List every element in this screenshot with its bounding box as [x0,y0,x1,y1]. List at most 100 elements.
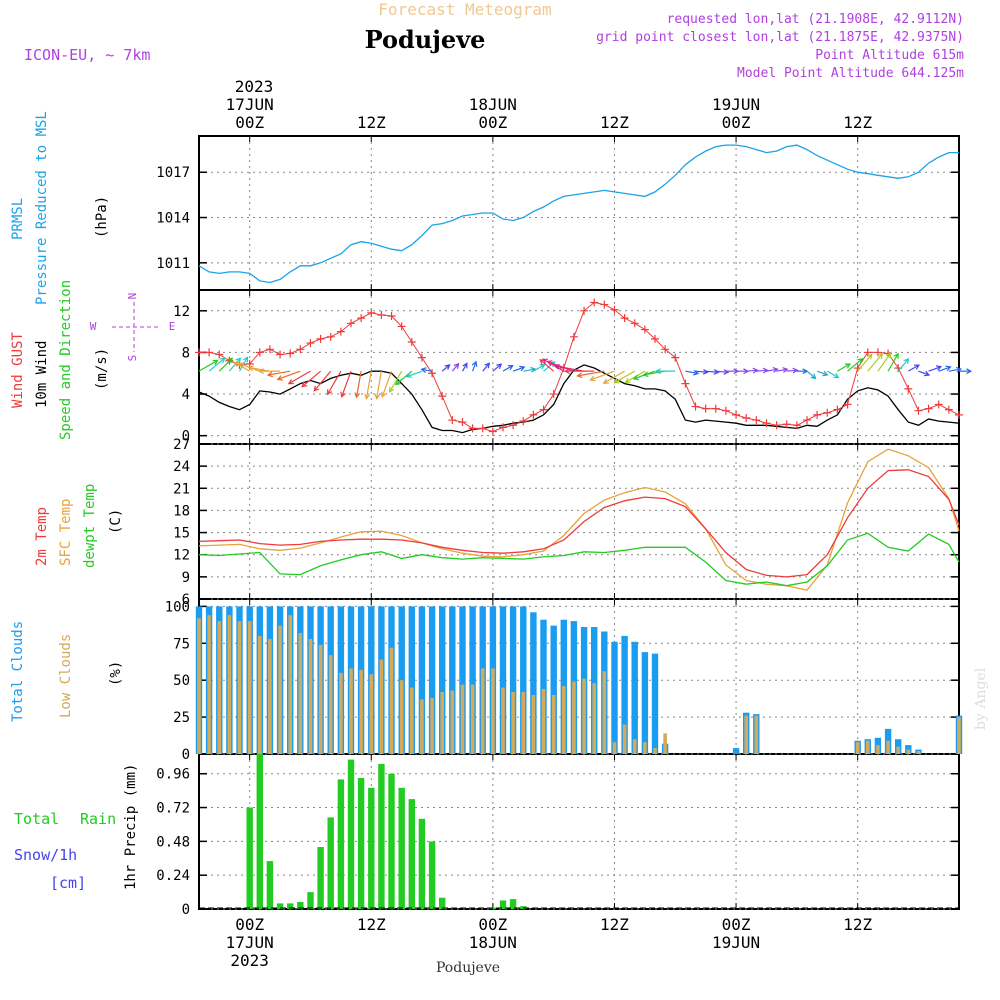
gust-marker [661,345,670,354]
wind-arrow-head [287,379,294,385]
chart-dynamic-layer: 17JUN00Z00Z17JUN202312Z12Z18JUN00Z00Z18J… [156,95,973,970]
wind-speed-dir-label: Speed and Direction [58,280,74,440]
wind-arrow-head [602,378,609,384]
low-cloud-bar [268,638,272,754]
gust-marker [833,405,842,414]
low-cloud-bar [440,692,444,754]
gust-marker [671,353,680,362]
wind-arrow-head [762,367,769,374]
ytick-label: 100 [165,599,190,615]
gust-marker [590,298,599,307]
pressure-line [198,144,959,284]
wind-arrow-head [313,385,320,392]
wind-arrow-head [752,367,759,374]
low-cloud-bar [389,647,394,754]
wind-arrow [847,358,863,372]
total-cloud-bar [621,635,628,754]
gust-marker [296,345,305,354]
ytick-label: 1011 [156,256,190,272]
compass-n: N [126,293,139,300]
wind-arrow-head [935,365,943,371]
wind-arrow-head [822,370,829,377]
wind-arrow-head [553,363,560,370]
wind-arrow-head [945,365,952,371]
rain-bar [287,903,294,909]
low-cloud-bar [369,674,374,754]
wind-arrow-head [340,391,346,398]
wind-arrow [877,352,892,372]
gust-marker [691,402,700,411]
gust-marker [448,416,457,425]
wind-arrow-head [238,362,245,368]
low-cloud-bar [501,687,505,754]
compass-rose: W E N S [90,293,176,362]
ytick-label: 4 [182,387,190,403]
pressure-msl-label: Pressure Reduced to MSL [34,111,50,305]
gust-marker [357,314,366,323]
low-cloud-bar [866,740,870,754]
low-cloud-bar [653,748,657,754]
requested-coords: requested lon,lat (21.1908E, 42.9112N) [667,12,964,27]
ytick-label: 21 [173,481,190,497]
rain-bar [368,787,375,909]
wind-arrow-head [471,360,478,367]
bottom-time-label: 00Z [478,915,507,934]
wind-arrow [826,370,839,379]
wind-arrow [857,354,873,372]
rain-bar [297,902,304,909]
gust-marker [316,334,325,343]
wind-arrow [816,370,828,376]
compass-s: S [126,355,139,362]
wind-arrow-head [247,365,254,372]
wind-arrow [746,369,758,372]
top-time-label: 12Z [843,113,872,132]
wind-arrow-head [772,367,779,373]
ytick-label: 6 [182,592,190,608]
wind-arrow-head [258,368,264,375]
wind-arrow [288,370,311,385]
gust-marker [387,312,396,321]
precip-total-label: Total [14,810,59,828]
gust-marker [336,327,345,336]
wind-arrow [198,359,218,372]
gust-marker [600,300,609,309]
wind-arrow-head [420,367,427,373]
wind-arrow-head [782,367,789,373]
temperature-side-labels: 2m Temp SFC Temp dewpt Temp (C) [34,484,124,568]
total-cloud-bar [905,745,912,754]
total-cloud-bar [408,606,415,754]
gust-marker [286,349,295,358]
wind-arrow [313,370,332,392]
low-cloud-bar [288,615,292,754]
gust-marker [701,404,710,413]
gust-marker [681,379,690,388]
low-cloud-bar [207,615,211,754]
wind-arrow-head [541,358,549,364]
low-cloud-bar [602,671,607,754]
low-cloud-bar [572,681,576,754]
wind-arrow-head [354,392,361,399]
total-cloud-bar [631,641,638,754]
low-cloud-bar [612,742,617,754]
total-clouds-label: Total Clouds [10,621,26,722]
gust-marker [397,322,406,331]
bottom-time-label: 17JUN [226,933,274,952]
top-time-label: 12Z [357,113,386,132]
gust-marker [711,404,720,413]
precipitation-panel [198,753,960,910]
top-time-label: 00Z [235,113,264,132]
wind-arrow-head [833,372,840,379]
wind-arrow-head [266,371,274,378]
wind-10m-label: 10m Wind [34,341,50,408]
low-cloud-bar [227,615,232,754]
wind-arrow [301,370,321,388]
gust-marker [215,350,224,359]
bottom-time-label: 12Z [357,915,386,934]
wind-arrow-head [903,357,910,364]
gust-marker [458,418,467,427]
wind-arrow-head [642,371,649,378]
wind-arrow-head [913,364,920,370]
total-cloud-bar [540,619,547,754]
wind-arrow-head [632,374,639,381]
ytick-label: 25 [173,710,190,726]
